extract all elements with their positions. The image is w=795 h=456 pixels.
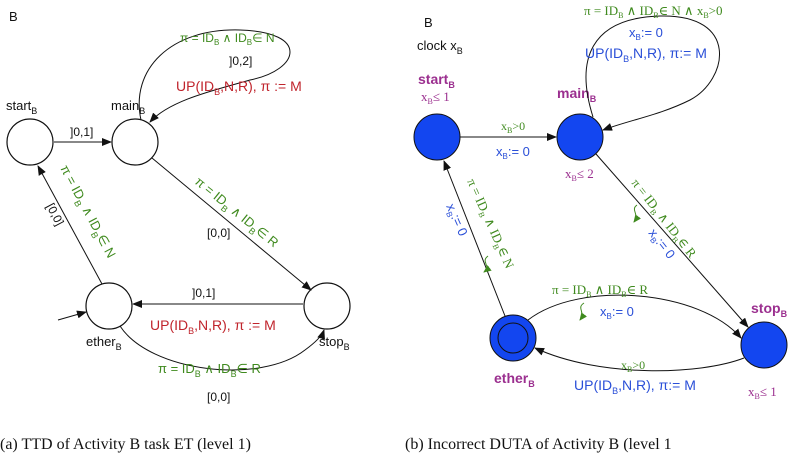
right-start-main-reset: xB:= 0 xyxy=(496,144,530,161)
left-state-ether xyxy=(85,282,133,330)
right-pointer-ether-start xyxy=(483,255,492,273)
right-state-stop xyxy=(740,321,788,369)
left-main-stop-guard: π = IDB ∧ IDB∈ R xyxy=(190,174,281,253)
left-label-ether: etherB xyxy=(86,334,122,352)
left-label-start: startB xyxy=(6,98,37,116)
right-stop-ether-guard: xB>0 xyxy=(621,358,645,374)
duta-diagram: B clock xB startB mainB etherB stopB xB≤… xyxy=(405,3,788,453)
right-state-main xyxy=(556,113,604,161)
left-loop-update: UP(IDB,N,R), π := M xyxy=(176,78,302,97)
left-stop-ether-interval: ]0,1] xyxy=(192,286,215,300)
right-state-ether-initial-ring xyxy=(497,322,529,354)
right-stop-ether-update: UP(IDB,N,R), π:= M xyxy=(574,377,696,396)
right-label-start: startB xyxy=(418,71,455,90)
right-ether-start-guard: π = IDB ∧ IDB∈ N xyxy=(462,176,517,272)
left-initial-arrow xyxy=(57,310,87,321)
left-stop-ether-update: UP(IDB,N,R), π := M xyxy=(150,317,276,336)
left-ether-stop-interval: [0,0] xyxy=(207,390,230,404)
right-automaton-name: B xyxy=(424,15,433,30)
right-pointer-ether-stop xyxy=(579,302,587,321)
right-edge-ether-stop xyxy=(527,294,742,339)
right-loop-guard: π = IDB ∧ IDB∈ N ∧ xB>0 xyxy=(584,3,723,20)
left-state-start xyxy=(6,118,54,166)
right-ether-start-reset: xB:= 0 xyxy=(441,201,470,239)
left-loop-interval: ]0,2] xyxy=(229,54,252,68)
right-loop-update: UP(IDB,N,R), π:= M xyxy=(585,45,707,64)
left-state-main xyxy=(111,118,159,166)
right-label-stop: stopB xyxy=(751,300,788,319)
right-state-start xyxy=(413,113,461,161)
left-edge-ether-stop xyxy=(119,325,325,371)
left-ether-start-guard: π = IDB ∧ IDB∈ N xyxy=(55,162,119,261)
right-state-ether xyxy=(489,314,537,362)
left-edge-main-stop xyxy=(151,157,312,291)
left-label-main: mainB xyxy=(111,98,145,116)
right-label-ether: etherB xyxy=(494,370,535,389)
right-ether-stop-guard: π = IDB ∧ IDB∈ R xyxy=(552,282,648,299)
right-edge-ether-start xyxy=(443,160,506,317)
left-start-main-interval: ]0,1] xyxy=(70,125,93,139)
right-inv-start: xB≤ 1 xyxy=(421,89,450,106)
right-inv-main: xB≤ 2 xyxy=(565,166,594,183)
left-state-stop xyxy=(303,282,351,330)
right-pointer-main-stop xyxy=(633,204,641,223)
right-caption: (b) Incorrect DUTA of Activity B (level … xyxy=(405,436,672,453)
right-edge-main-loop xyxy=(585,15,720,131)
right-edge-main-stop xyxy=(595,153,749,328)
left-ether-stop-guard: π = IDB ∧ IDB∈ R xyxy=(158,361,261,379)
right-ether-stop-reset: xB:= 0 xyxy=(600,304,634,321)
right-edge-stop-ether xyxy=(534,347,745,372)
ttd-diagram: B startB mainB etherB stopB π = IDB ∧ ID… xyxy=(0,9,351,453)
left-automaton-name: B xyxy=(9,9,18,24)
right-start-main-guard: xB>0 xyxy=(501,119,525,135)
left-main-stop-interval: [0,0] xyxy=(207,226,230,240)
left-caption: (a) TTD of Activity B task ET (level 1) xyxy=(0,436,251,453)
left-edge-ether-start xyxy=(37,165,103,285)
left-edge-main-loop xyxy=(138,29,291,123)
right-label-main: mainB xyxy=(557,85,597,104)
right-loop-reset: xB:= 0 xyxy=(629,25,663,42)
right-clock-decl: clock xB xyxy=(417,38,463,56)
left-label-stop: stopB xyxy=(319,334,350,352)
left-loop-guard: π = IDB ∧ IDB∈ N xyxy=(180,31,275,47)
right-inv-stop: xB≤ 1 xyxy=(748,384,777,401)
left-ether-start-interval: [0,0] xyxy=(43,201,66,228)
